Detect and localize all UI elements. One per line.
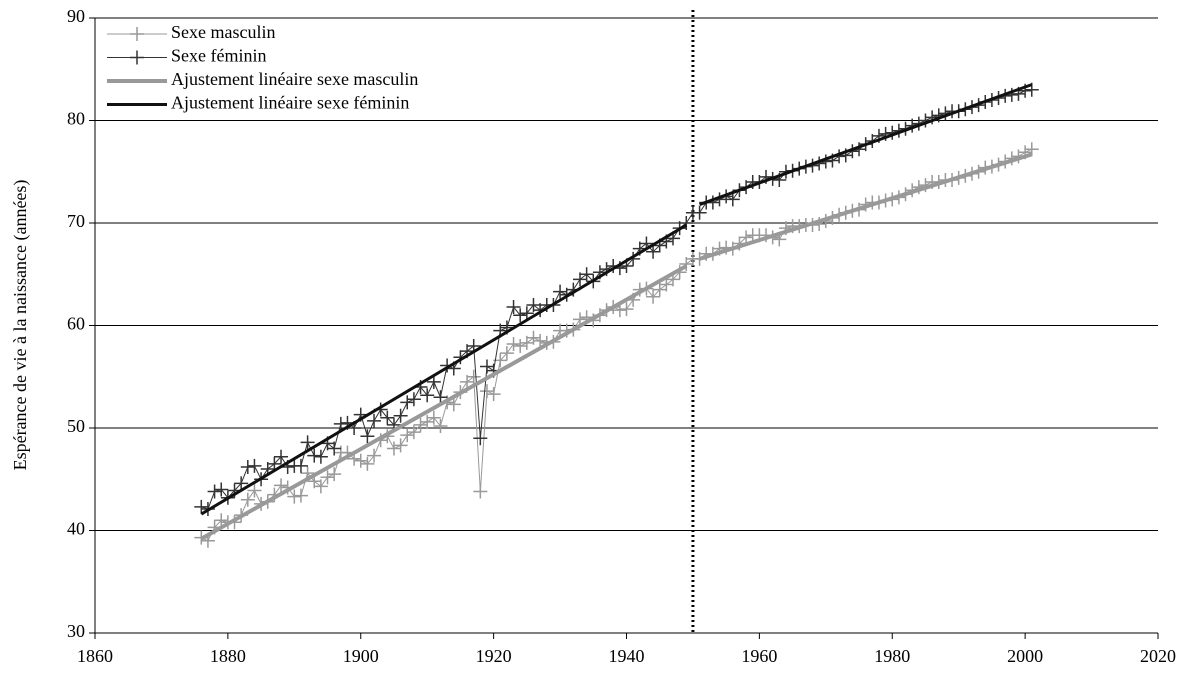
data-marker — [327, 467, 342, 482]
y-tick-label: 50 — [67, 416, 85, 436]
data-marker — [619, 302, 634, 317]
data-marker — [333, 416, 348, 431]
data-marker — [307, 448, 322, 463]
data-marker — [433, 418, 448, 433]
data-marker — [353, 453, 368, 468]
data-marker — [194, 499, 209, 514]
x-tick-label: 2020 — [1140, 646, 1176, 666]
data-marker — [479, 384, 494, 399]
x-tick-label: 2000 — [1007, 646, 1043, 666]
data-marker — [240, 492, 255, 507]
y-axis-label: Espérance de vie à la naissance (années) — [10, 180, 31, 471]
data-marker — [499, 346, 514, 361]
data-marker — [320, 470, 335, 485]
data-marker — [327, 441, 342, 456]
data-marker — [214, 482, 229, 497]
data-marker — [473, 484, 488, 499]
data-marker — [293, 458, 308, 473]
y-tick-label: 40 — [67, 519, 85, 539]
legend-label: Sexe féminin — [171, 46, 266, 66]
data-marker — [380, 410, 395, 425]
data-marker — [506, 336, 521, 351]
data-marker — [533, 333, 548, 348]
data-marker — [646, 244, 661, 259]
legend-label: Ajustement linéaire sexe masculin — [171, 69, 418, 89]
data-marker — [274, 478, 289, 493]
x-tick-label: 1880 — [210, 646, 246, 666]
y-tick-label: 30 — [67, 621, 85, 641]
data-marker — [400, 428, 415, 443]
data-marker — [506, 300, 521, 315]
data-marker — [360, 429, 375, 444]
data-marker — [360, 456, 375, 471]
data-marker — [240, 459, 255, 474]
x-tick-label: 1960 — [741, 646, 777, 666]
legend-label: Sexe masculin — [171, 22, 275, 42]
y-tick-label: 90 — [67, 6, 85, 26]
data-marker — [406, 392, 421, 407]
y-tick-label: 60 — [67, 314, 85, 334]
legend-label: Ajustement linéaire sexe féminin — [171, 93, 409, 113]
x-tick-label: 1860 — [77, 646, 113, 666]
x-tick-label: 1920 — [476, 646, 512, 666]
data-marker — [400, 395, 415, 410]
y-tick-label: 70 — [67, 211, 85, 231]
data-marker — [466, 369, 481, 384]
data-marker — [393, 408, 408, 423]
data-marker — [526, 330, 541, 345]
data-marker — [479, 359, 494, 374]
data-marker — [207, 484, 222, 499]
data-marker — [579, 267, 594, 282]
x-tick-label: 1900 — [343, 646, 379, 666]
data-marker — [420, 414, 435, 429]
data-marker — [473, 431, 488, 446]
data-marker — [433, 390, 448, 405]
x-tick-label: 1980 — [874, 646, 910, 666]
data-marker — [739, 230, 754, 245]
data-marker — [486, 387, 501, 402]
legend-marker — [130, 50, 144, 65]
data-marker — [214, 513, 229, 528]
data-marker — [247, 483, 262, 498]
y-tick-label: 80 — [67, 109, 85, 129]
data-marker — [313, 479, 328, 494]
series-line — [200, 83, 1033, 516]
data-marker — [420, 388, 435, 403]
data-marker — [386, 441, 401, 456]
data-marker — [1024, 142, 1039, 157]
series-line — [201, 148, 1032, 542]
legend-marker — [130, 27, 144, 41]
data-marker — [513, 308, 528, 323]
data-marker — [426, 410, 441, 425]
data-marker — [406, 425, 421, 440]
data-marker — [519, 306, 534, 321]
data-marker — [293, 488, 308, 503]
data-marker — [679, 216, 694, 230]
data-marker — [446, 397, 461, 412]
data-marker — [692, 205, 707, 220]
data-marker — [287, 489, 302, 504]
data-marker — [725, 192, 740, 207]
series-line — [200, 152, 1033, 541]
series-line — [201, 89, 1032, 510]
data-marker — [234, 476, 249, 491]
data-marker — [367, 413, 382, 428]
data-marker — [274, 449, 289, 464]
x-tick-label: 1940 — [609, 646, 645, 666]
data-marker — [267, 456, 282, 471]
data-marker — [553, 284, 568, 299]
data-marker — [513, 339, 528, 353]
data-marker — [646, 289, 661, 304]
data-marker — [300, 435, 315, 450]
data-marker — [413, 417, 428, 432]
data-marker — [367, 448, 382, 463]
data-marker — [247, 458, 262, 473]
data-marker — [313, 449, 328, 464]
data-marker — [393, 438, 408, 453]
